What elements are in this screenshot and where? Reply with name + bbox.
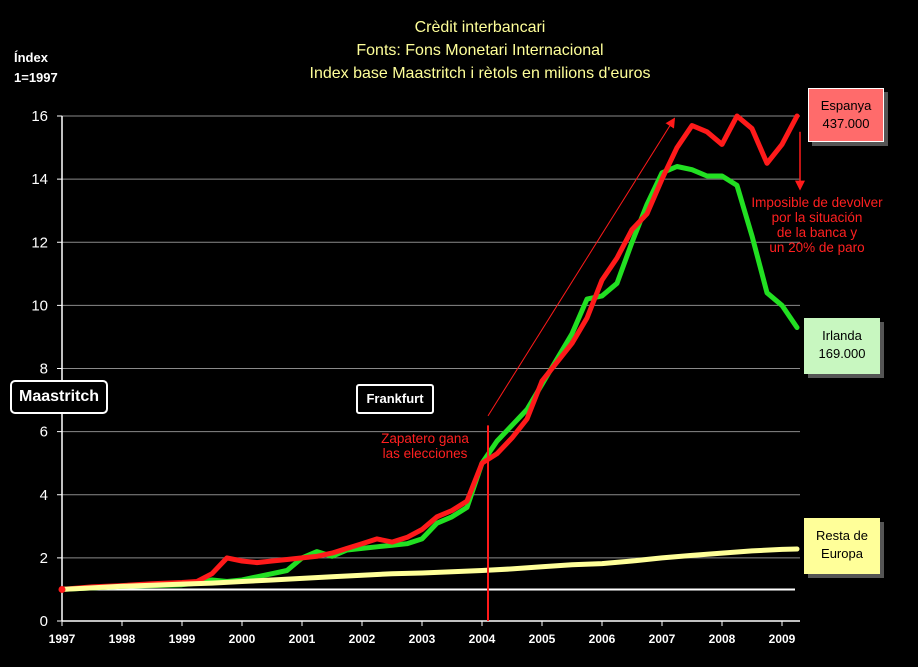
zapatero-line-2: las elecciones (382, 446, 468, 461)
title-line-1: Crèdit interbancari (414, 19, 546, 36)
imposible-line-4: un 20% de paro (769, 240, 865, 255)
maastritch-label: Maastritch (10, 380, 108, 414)
x-tick-label: 2005 (529, 632, 556, 646)
x-tick-label: 2002 (349, 632, 376, 646)
resta-line-1: Resta de (815, 528, 869, 543)
x-tick-label: 1999 (169, 632, 196, 646)
y-tick-label: 12 (31, 234, 48, 251)
y-tick-label: 16 (31, 108, 48, 125)
x-tick-label: 2003 (409, 632, 436, 646)
y-tick-label: 0 (40, 613, 48, 630)
irlanda-legend-box: Irlanda 169.000 (804, 318, 880, 374)
x-tick-label: 1998 (109, 632, 136, 646)
y-tick-label: 4 (40, 487, 48, 504)
series-line-resta-de-europa (59, 546, 800, 592)
imposible-line-3: de la banca y (776, 225, 858, 240)
espanya-legend-box: Espanya 437.000 (808, 88, 884, 142)
series-line-espanya (59, 113, 800, 592)
x-tick-label: 2004 (469, 632, 496, 646)
y-tick-label: 2 (40, 550, 48, 567)
trend-arrow (487, 117, 676, 417)
frankfurt-label: Frankfurt (356, 384, 434, 414)
zapatero-annotation: Zapatero gana las elecciones (366, 431, 484, 461)
title-line-3: Index base Maastritch i rètols en milion… (309, 65, 651, 82)
irlanda-value: 169.000 (818, 346, 866, 361)
y-axis-label-line-1: Índex (14, 50, 48, 65)
resta-line-2: Europa (821, 546, 863, 561)
title-line-2: Fonts: Fons Monetari Internacional (356, 42, 604, 59)
x-tick-label: 2000 (229, 632, 256, 646)
imposible-annotation: Imposible de devolver por la situación d… (742, 195, 892, 255)
zapatero-line-1: Zapatero gana (381, 431, 469, 446)
start-point (58, 585, 66, 593)
x-tick-label: 2009 (769, 632, 796, 646)
espanya-value: 437.000 (822, 116, 870, 131)
resta-legend-box: Resta de Europa (804, 518, 880, 574)
y-axis-label-line-2: 1=1997 (14, 70, 58, 85)
x-tick-label: 2007 (649, 632, 676, 646)
irlanda-name: Irlanda (822, 328, 862, 343)
imposible-line-2: por la situación (771, 210, 863, 225)
y-tick-label: 10 (31, 297, 48, 314)
y-tick-label: 6 (40, 424, 48, 441)
x-tick-label: 2001 (289, 632, 316, 646)
x-tick-label: 2006 (589, 632, 616, 646)
espanya-name: Espanya (820, 98, 872, 113)
x-tick-label: 2008 (709, 632, 736, 646)
y-tick-label: 8 (40, 361, 48, 378)
imposible-line-1: Imposible de devolver (751, 195, 883, 210)
y-tick-label: 14 (31, 171, 48, 188)
x-tick-label: 1997 (49, 632, 76, 646)
